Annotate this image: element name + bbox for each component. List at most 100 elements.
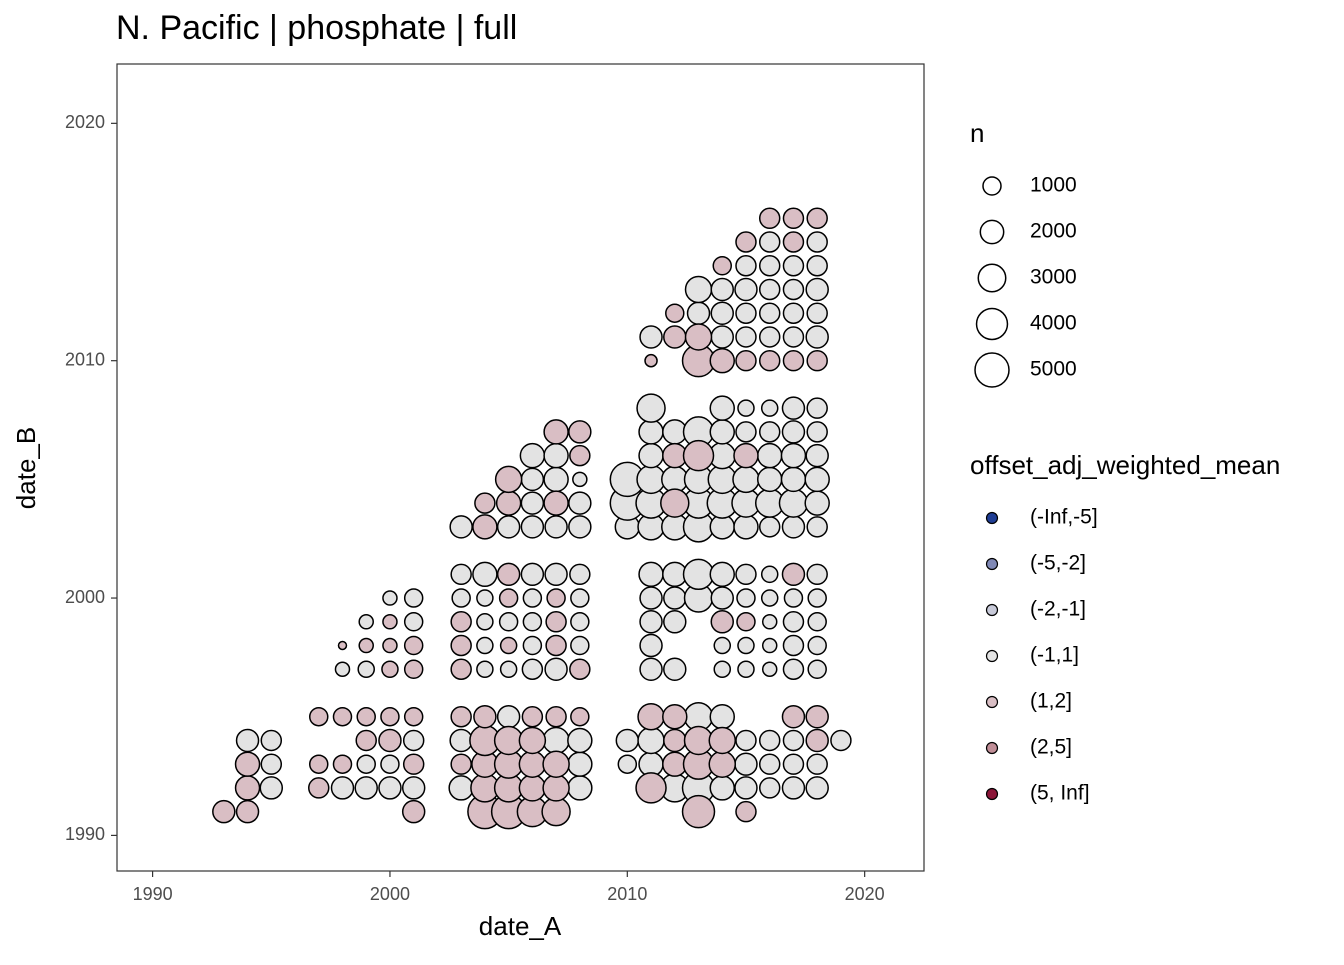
- bubble: [708, 726, 737, 755]
- bubble: [546, 588, 566, 608]
- bubble: [663, 325, 687, 349]
- bubble: [734, 277, 758, 302]
- bubble: [522, 612, 543, 632]
- bubble: [783, 588, 804, 608]
- bubble: [639, 325, 663, 349]
- bubble: [570, 588, 590, 608]
- bubble: [494, 465, 523, 494]
- bubble: [758, 255, 781, 277]
- bubble: [212, 799, 236, 824]
- bubble: [568, 491, 592, 515]
- bubble: [807, 612, 827, 632]
- bubble: [663, 586, 687, 610]
- bubble: [806, 231, 828, 253]
- bubble: [448, 775, 474, 801]
- bubble: [636, 393, 666, 423]
- bubble: [357, 660, 375, 679]
- bubble: [734, 752, 758, 776]
- bubble: [496, 515, 521, 539]
- bubble: [518, 750, 547, 778]
- y-tick-label: 2020: [65, 112, 105, 132]
- bubble: [518, 726, 547, 755]
- bubble: [805, 277, 829, 302]
- bubble: [735, 800, 757, 823]
- bubble: [545, 705, 567, 728]
- bubble: [451, 588, 471, 608]
- bubble: [660, 488, 690, 518]
- bubble: [569, 444, 591, 467]
- bubble: [545, 634, 567, 657]
- size-legend-label: 5000: [1030, 358, 1077, 381]
- bubble: [496, 562, 521, 587]
- bubble: [493, 725, 524, 756]
- bubble: [617, 754, 638, 774]
- bubble: [567, 727, 593, 754]
- color-legend-label: (-2,-1]: [1030, 598, 1086, 621]
- bubble: [570, 635, 590, 656]
- bubble: [449, 728, 473, 753]
- bubble: [737, 399, 755, 417]
- bubble: [638, 561, 664, 588]
- bubble: [782, 753, 805, 775]
- bubble: [382, 614, 398, 630]
- bubble: [781, 420, 806, 444]
- bubble: [235, 799, 260, 824]
- bubble: [543, 442, 569, 469]
- bubble: [761, 661, 778, 678]
- bubble: [495, 490, 522, 516]
- bubble: [758, 729, 781, 752]
- color-legend-title: offset_adj_weighted_mean: [970, 450, 1280, 480]
- bubble: [542, 750, 570, 778]
- bubble: [807, 635, 827, 656]
- bubble: [259, 776, 284, 800]
- bubble: [735, 421, 757, 443]
- bubble: [735, 255, 757, 277]
- bubble: [781, 562, 806, 587]
- bubble: [476, 613, 494, 631]
- bubble: [401, 799, 426, 824]
- bubble: [758, 278, 781, 301]
- bubble: [782, 326, 805, 348]
- bubble: [450, 753, 472, 775]
- y-tick-label: 2010: [65, 349, 105, 369]
- y-tick-label: 2000: [65, 587, 105, 607]
- bubble: [760, 565, 779, 584]
- bubble: [382, 590, 398, 606]
- bubble: [830, 729, 852, 752]
- bubble: [804, 490, 830, 516]
- x-tick-label: 2010: [607, 884, 647, 904]
- bubble: [644, 353, 658, 368]
- bubble: [781, 396, 806, 420]
- bubble: [713, 636, 732, 655]
- bubble: [450, 705, 472, 728]
- bubble: [354, 776, 378, 800]
- bubble: [472, 514, 498, 540]
- bubble: [474, 492, 496, 514]
- bubble: [758, 326, 781, 348]
- size-legend-key: [975, 307, 1009, 341]
- color-legend-key: [985, 511, 999, 525]
- bubble: [735, 326, 757, 348]
- bubble: [709, 419, 735, 445]
- color-legend-key: [985, 649, 999, 663]
- bubble: [713, 660, 732, 679]
- bubble: [736, 612, 756, 632]
- bubble: [403, 706, 424, 727]
- bubble: [308, 706, 329, 727]
- bubble: [382, 637, 398, 654]
- bubble: [805, 325, 829, 349]
- bubble: [522, 588, 543, 608]
- bubble: [638, 419, 664, 445]
- bubble: [637, 726, 665, 755]
- bubble: [735, 302, 757, 324]
- bubble: [639, 610, 663, 634]
- bubble: [568, 420, 592, 444]
- bubble: [806, 516, 828, 538]
- bubble: [234, 751, 261, 777]
- bubble: [403, 588, 424, 608]
- bubble: [519, 442, 546, 469]
- bubble: [639, 633, 663, 658]
- bubble: [761, 614, 778, 630]
- bubble: [520, 467, 545, 492]
